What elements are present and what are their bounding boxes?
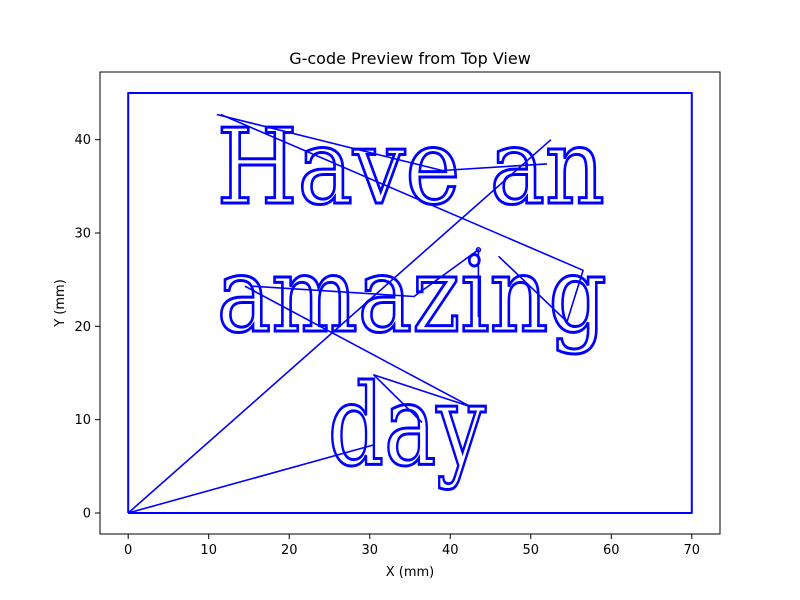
y-axis-label: Y (mm) bbox=[53, 279, 68, 328]
toolpath-text-0: Have an bbox=[217, 106, 605, 228]
x-tick-label: 10 bbox=[200, 543, 217, 558]
x-axis: 0 10 20 30 40 50 60 70 bbox=[124, 534, 700, 558]
x-tick-label: 60 bbox=[603, 543, 620, 558]
y-tick-label: 40 bbox=[74, 133, 91, 148]
toolpath-marker bbox=[475, 247, 482, 253]
series-line-6 bbox=[127, 444, 375, 514]
plot-frame bbox=[99, 71, 721, 535]
x-tick-label: 0 bbox=[124, 543, 132, 558]
y-tick-label: 20 bbox=[74, 320, 91, 335]
series-line-5 bbox=[244, 285, 472, 424]
series-line-1 bbox=[216, 113, 547, 172]
y-tick-label: 30 bbox=[74, 227, 91, 242]
toolpath-text-1: amazing bbox=[217, 234, 607, 356]
x-tick-label: 30 bbox=[361, 543, 378, 558]
y-tick-label: 0 bbox=[83, 507, 91, 522]
x-axis-label: X (mm) bbox=[386, 565, 435, 580]
chart-title: G-code Preview from Top View bbox=[289, 49, 531, 68]
x-tick-label: 70 bbox=[684, 543, 701, 558]
series-line-2 bbox=[220, 113, 584, 323]
y-tick-label: 10 bbox=[74, 413, 91, 428]
series-line-3 bbox=[127, 139, 552, 514]
y-axis: 0 10 20 30 40 bbox=[74, 133, 100, 522]
x-tick-label: 50 bbox=[523, 543, 540, 558]
x-tick-label: 20 bbox=[281, 543, 298, 558]
series-line-0 bbox=[127, 92, 693, 514]
series-line-4 bbox=[252, 249, 480, 317]
toolpath-text-2: day bbox=[328, 362, 486, 492]
x-tick-label: 40 bbox=[442, 543, 459, 558]
